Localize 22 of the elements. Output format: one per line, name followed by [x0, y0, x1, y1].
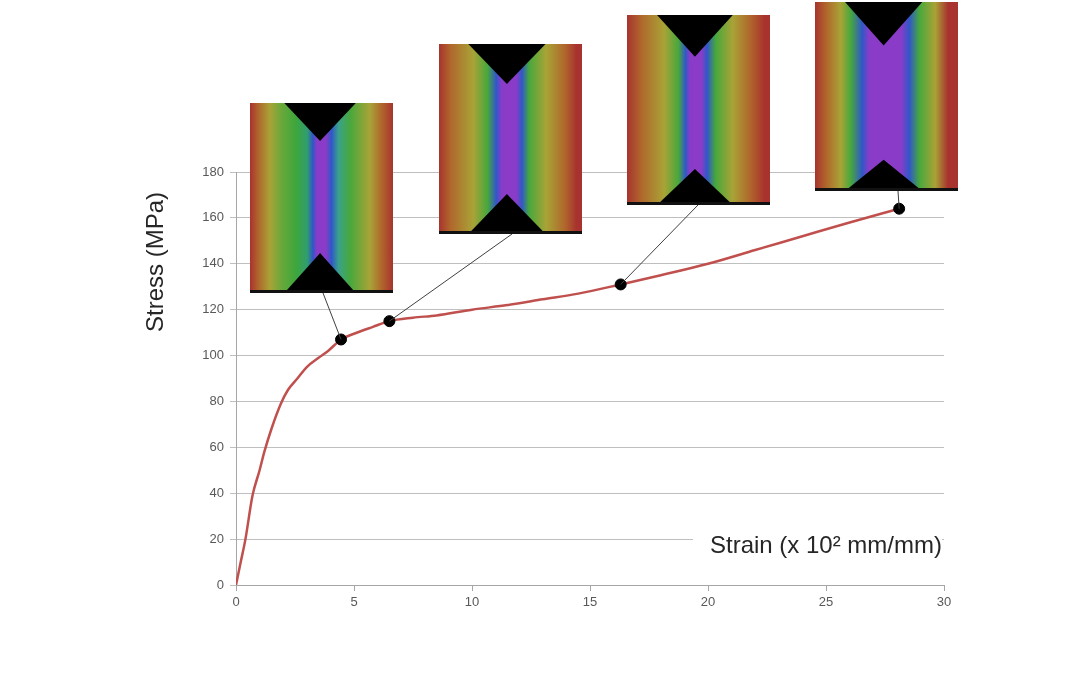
- x-tick-label: 10: [464, 594, 480, 610]
- y-tick-label: 60: [209, 438, 224, 454]
- y-tick-label: 120: [202, 301, 224, 317]
- x-tick-label: 15: [582, 594, 598, 610]
- point: [335, 333, 348, 346]
- x-axis-title: Strain (x 10² mm/mm): [709, 531, 942, 558]
- y-tick-label: 20: [209, 530, 224, 546]
- y-tick-label: 180: [202, 163, 224, 179]
- y-tick-label: 140: [202, 255, 224, 271]
- y-tick-label: 0: [216, 576, 224, 592]
- x-tick-label: 20: [700, 594, 716, 610]
- point: [614, 278, 627, 291]
- y-axis-title: Stress (MPa): [141, 191, 169, 333]
- x-tick-label: 25: [818, 594, 834, 610]
- y-tick-label: 80: [209, 393, 224, 409]
- y-tick-label: 100: [202, 347, 224, 363]
- y-tick-label: 40: [209, 484, 224, 500]
- y-tick-label: 160: [202, 209, 224, 225]
- point: [383, 315, 396, 328]
- x-tick-label: 5: [350, 594, 358, 610]
- x-tick-label: 0: [232, 594, 240, 610]
- x-tick-label: 30: [936, 594, 952, 610]
